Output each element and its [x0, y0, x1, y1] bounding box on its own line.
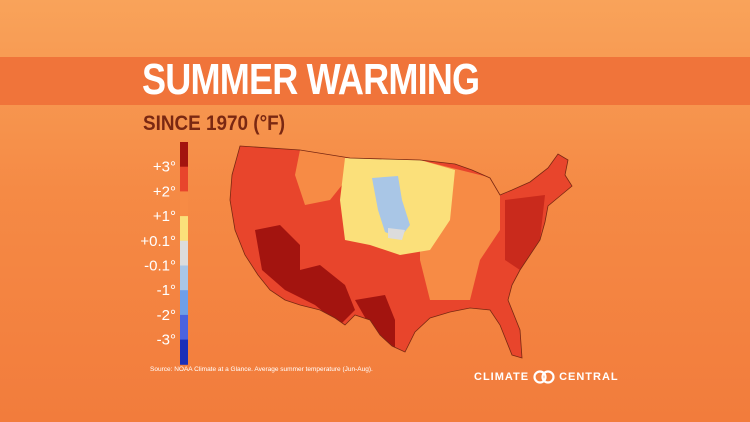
region-hot	[355, 295, 395, 350]
region-mild	[295, 150, 350, 205]
legend-label: -2°	[157, 307, 176, 324]
legend-label: -0.1°	[144, 258, 176, 275]
legend-swatch	[180, 240, 188, 266]
region-hot	[505, 195, 545, 270]
logo: CLIMATE CENTRAL	[474, 370, 619, 384]
logo-right: CENTRAL	[559, 371, 619, 383]
map-regions	[230, 146, 572, 358]
legend: +3° +2° +1° +0.1° -0.1° -1° -2° -3°	[140, 142, 188, 365]
legend-label: +1°	[153, 208, 176, 225]
source: Source: NOAA Climate at a Glance. Averag…	[150, 366, 373, 373]
map-outline	[229, 145, 573, 359]
legend-label: +0.1°	[140, 233, 176, 250]
legend-swatch	[180, 142, 188, 168]
region-cooling	[372, 176, 410, 238]
region-hot	[255, 225, 355, 325]
legend-swatch	[180, 314, 188, 341]
title-band	[0, 57, 750, 105]
legend-label: +2°	[153, 183, 176, 200]
legend-swatch	[180, 166, 188, 192]
logo-left: CLIMATE	[474, 371, 530, 383]
region-neutral	[388, 228, 405, 240]
legend-swatch	[180, 265, 188, 291]
legend-label: -3°	[157, 332, 176, 349]
legend-label: +3°	[153, 159, 176, 176]
logo-icon	[533, 370, 555, 384]
legend-swatch	[180, 191, 188, 217]
legend-swatch	[180, 339, 188, 365]
title: SUMMER WARMING	[142, 55, 480, 104]
legend-swatch	[180, 216, 188, 242]
legend-label: -1°	[157, 282, 176, 299]
legend-swatch	[180, 290, 188, 316]
subtitle: SINCE 1970 (°F)	[143, 112, 286, 135]
